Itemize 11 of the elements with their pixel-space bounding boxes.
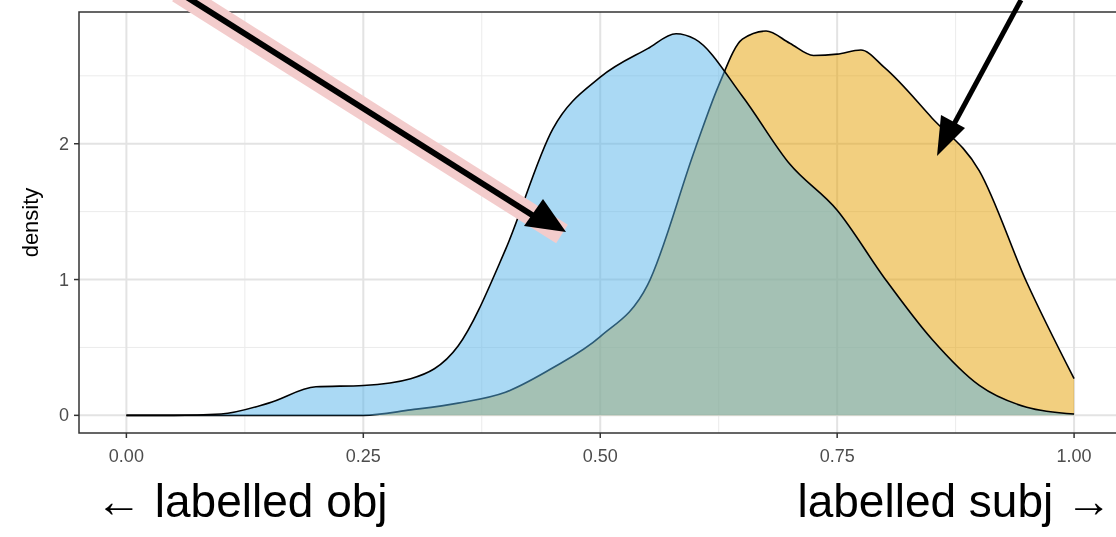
y-axis-title: density (18, 187, 43, 258)
y-tick-label: 2 (58, 133, 69, 154)
x-tick-label: 0.50 (582, 446, 618, 466)
x-tick-label: 0.00 (108, 446, 144, 466)
x-tick-label: 0.25 (345, 446, 381, 466)
text: labelled subj → (797, 475, 1112, 527)
text: ← labelled obj (96, 475, 388, 527)
x-tick-label: 1.00 (1056, 446, 1092, 466)
y-tick-label: 0 (58, 405, 69, 426)
y-tick-label: 1 (58, 269, 69, 290)
x-tick-label: 0.75 (819, 446, 855, 466)
